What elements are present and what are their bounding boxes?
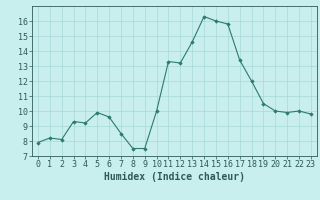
X-axis label: Humidex (Indice chaleur): Humidex (Indice chaleur)	[104, 172, 245, 182]
